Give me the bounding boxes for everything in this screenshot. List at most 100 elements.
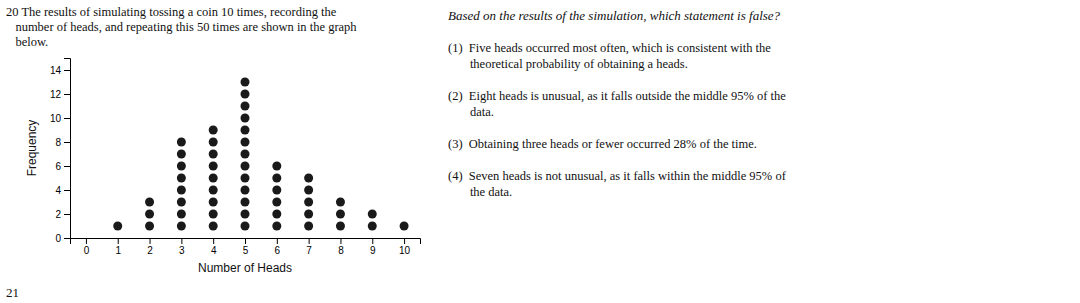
x-tick-mark <box>277 238 278 244</box>
x-tick-label: 7 <box>306 245 312 256</box>
x-tick: 5 <box>243 238 249 256</box>
x-tick: 6 <box>275 238 281 256</box>
dot <box>177 138 186 147</box>
dot <box>336 198 345 207</box>
dot <box>177 210 186 219</box>
x-tick: 4 <box>211 238 217 256</box>
y-tick-mark <box>64 70 70 71</box>
y-axis-title: Frequency <box>25 120 39 177</box>
x-tick-mark <box>150 238 151 244</box>
x-tick-mark <box>118 238 119 244</box>
x-tick-mark <box>340 238 341 244</box>
y-tick-label: 2 <box>55 209 61 220</box>
dot <box>304 174 313 183</box>
dot <box>368 222 377 231</box>
y-tick-label: 8 <box>55 137 61 148</box>
x-tick: 8 <box>338 238 344 256</box>
dot <box>400 222 409 231</box>
dot <box>241 114 250 123</box>
dot <box>304 210 313 219</box>
dot <box>272 210 281 219</box>
question-text: 20 The results of simulating tossing a c… <box>6 5 337 19</box>
chart: 20 The results of simulating tossing a c… <box>0 0 1080 303</box>
dot <box>209 174 218 183</box>
prompt-text: Based on the results of the simulation, … <box>448 8 781 23</box>
next-question: 21 <box>6 285 19 300</box>
x-tick-mark <box>309 238 310 244</box>
y-tick-mark <box>64 190 70 191</box>
x-tick-mark <box>213 238 214 244</box>
dot <box>241 126 250 135</box>
dot <box>177 198 186 207</box>
dot <box>177 186 186 195</box>
x-tick-mark <box>404 238 405 244</box>
dot <box>241 78 250 87</box>
y-tick-label: 14 <box>50 65 62 76</box>
x-tick: 2 <box>147 238 153 256</box>
x-axis-title: Number of Heads <box>198 261 292 275</box>
dot <box>304 198 313 207</box>
x-tick-label: 4 <box>211 245 217 256</box>
x-tick-label: 9 <box>370 245 376 256</box>
y-axis-line <box>64 59 71 239</box>
dots <box>113 78 408 231</box>
dot <box>241 138 250 147</box>
x-tick-label: 3 <box>179 245 185 256</box>
dot <box>241 150 250 159</box>
dot <box>241 90 250 99</box>
y-tick-mark <box>64 238 70 239</box>
dot <box>241 222 250 231</box>
dot <box>241 174 250 183</box>
x-tick-label: 10 <box>399 245 411 256</box>
y-tick-label: 4 <box>55 185 61 196</box>
dot <box>272 162 281 171</box>
dot <box>241 102 250 111</box>
dot <box>209 198 218 207</box>
y-tick: 12 <box>50 89 70 100</box>
y-tick-mark <box>64 118 70 119</box>
x-tick-label: 1 <box>115 245 121 256</box>
dot <box>336 222 345 231</box>
dot <box>336 210 345 219</box>
x-tick-label: 2 <box>147 245 153 256</box>
y-tick: 8 <box>55 137 70 148</box>
dot <box>241 162 250 171</box>
x-axis-line <box>71 239 421 245</box>
dot <box>304 186 313 195</box>
x-tick: 7 <box>306 238 312 256</box>
y-tick: 10 <box>50 113 70 124</box>
y-tick-mark <box>64 214 70 215</box>
x-tick-mark <box>181 238 182 244</box>
dot <box>272 174 281 183</box>
dot <box>272 186 281 195</box>
choice-text: (3) Obtaining three heads or fewer occur… <box>448 137 757 151</box>
dot <box>209 126 218 135</box>
dot <box>272 198 281 207</box>
choice-text: (1) Five heads occurred most often, whic… <box>448 41 771 71</box>
dot <box>145 198 154 207</box>
dot <box>368 210 377 219</box>
y-tick-label: 0 <box>55 233 61 244</box>
dot <box>209 150 218 159</box>
x-tick-mark <box>372 238 373 244</box>
dot <box>241 186 250 195</box>
y-tick: 14 <box>50 65 70 76</box>
y-tick-mark <box>64 142 70 143</box>
x-tick: 0 <box>84 238 90 256</box>
y-tick: 4 <box>55 185 70 196</box>
question-text: below. <box>6 35 48 49</box>
dot <box>209 162 218 171</box>
x-tick-label: 8 <box>338 245 344 256</box>
x-tick: 10 <box>399 238 411 256</box>
y-tick-mark <box>64 94 70 95</box>
x-tick: 3 <box>179 238 185 256</box>
dot <box>113 222 122 231</box>
x-tick-label: 0 <box>84 245 90 256</box>
choice-text: (4) Seven heads is not unusual, as it fa… <box>448 169 787 199</box>
x-tick: 9 <box>370 238 376 256</box>
dot <box>145 222 154 231</box>
x-tick-mark <box>86 238 87 244</box>
dot <box>241 198 250 207</box>
x-tick-label: 5 <box>243 245 249 256</box>
y-tick: 6 <box>55 161 70 172</box>
